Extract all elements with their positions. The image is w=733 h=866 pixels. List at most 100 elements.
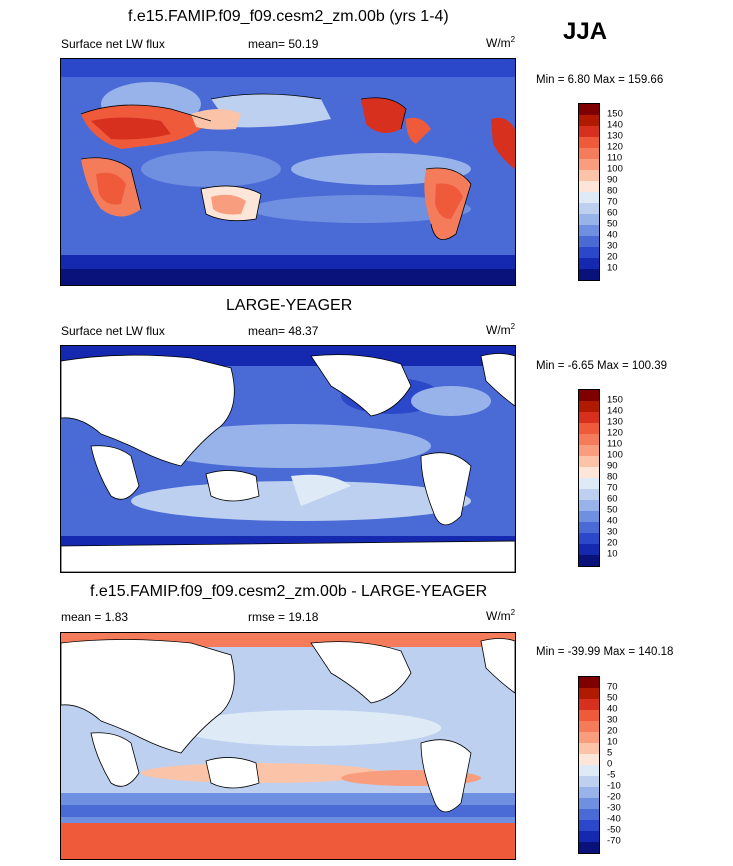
colorbar-swatch — [579, 522, 599, 533]
colorbar-tick-label: 10 — [607, 736, 618, 748]
colorbar-swatch — [579, 269, 599, 280]
colorbar-swatch — [579, 115, 599, 126]
colorbar-tick-label: 40 — [607, 515, 618, 527]
panel-2-minmax: Min = -6.65 Max = 100.39 — [536, 360, 668, 372]
colorbar-swatch — [579, 765, 599, 776]
colorbar-swatch — [579, 798, 599, 809]
colorbar-swatch — [579, 214, 599, 225]
panel-3-units: W/m2 — [486, 608, 516, 623]
colorbar-tick-label: 5 — [607, 747, 613, 759]
colorbar-tick-label: 130 — [607, 130, 623, 142]
colorbar-swatch — [579, 842, 599, 853]
colorbar-swatch — [579, 203, 599, 214]
colorbar-tick-label: 70 — [607, 681, 618, 693]
colorbar-swatch — [579, 159, 599, 170]
colorbar-swatch — [579, 688, 599, 699]
colorbar-tick-label: 30 — [607, 714, 618, 726]
colorbar-swatch — [579, 732, 599, 743]
colorbar-swatch — [579, 236, 599, 247]
colorbar-tick-label: 140 — [607, 405, 623, 417]
colorbar-tick-label: -10 — [607, 780, 621, 792]
colorbar-tick-label: 0 — [607, 758, 613, 770]
colorbar-swatch — [579, 831, 599, 842]
colorbar-swatch — [579, 148, 599, 159]
colorbar-tick-label: 120 — [607, 427, 623, 439]
panel-3-minmax: Min = -39.99 Max = 140.18 — [536, 646, 674, 658]
panel-3-mean-label: mean = 1.83 — [61, 610, 129, 624]
colorbar-swatch — [579, 555, 599, 566]
colorbar-swatch — [579, 776, 599, 787]
colorbar-swatch — [579, 743, 599, 754]
colorbar-tick-label: 20 — [607, 537, 618, 549]
colorbar-tick-label: 150 — [607, 108, 623, 120]
colorbar-box — [578, 676, 600, 854]
colorbar-tick-label: 130 — [607, 416, 623, 428]
colorbar-swatch — [579, 710, 599, 721]
colorbar-tick-label: 150 — [607, 394, 623, 406]
colorbar-tick-label: -20 — [607, 791, 621, 803]
colorbar-tick-label: 70 — [607, 196, 618, 208]
panel-3-rmse-label: rmse = 19.18 — [248, 610, 319, 624]
colorbar-tick-label: -70 — [607, 835, 621, 847]
colorbar-swatch — [579, 544, 599, 555]
colorbar-tick-label: 60 — [607, 207, 618, 219]
colorbar-tick-label: 10 — [607, 262, 618, 274]
colorbar-tick-label: 20 — [607, 251, 618, 263]
colorbar-tick-label: 50 — [607, 504, 618, 516]
colorbar-tick-label: 10 — [607, 548, 618, 560]
colorbar-swatch — [579, 721, 599, 732]
colorbar-tick-label: -50 — [607, 824, 621, 836]
colorbar-tick-label: 40 — [607, 703, 618, 715]
colorbar-tick-label: 30 — [607, 526, 618, 538]
panel-2-units: W/m2 — [486, 322, 516, 337]
colorbar-swatch — [579, 478, 599, 489]
colorbar-tick-label: 70 — [607, 482, 618, 494]
colorbar-swatch — [579, 456, 599, 467]
colorbar-swatch — [579, 754, 599, 765]
colorbar-tick-label: 140 — [607, 119, 623, 131]
panel-1-mean-label: mean= 50.19 — [248, 37, 319, 51]
colorbar-swatch — [579, 787, 599, 798]
colorbar-swatch — [579, 170, 599, 181]
colorbar-tick-label: 50 — [607, 692, 618, 704]
colorbar-swatch — [579, 423, 599, 434]
colorbar-tick-label: 80 — [607, 471, 618, 483]
colorbar-swatch — [579, 412, 599, 423]
colorbar-tick-label: 90 — [607, 174, 618, 186]
colorbar-swatch — [579, 390, 599, 401]
colorbar-swatch — [579, 820, 599, 831]
colorbar-swatch — [579, 225, 599, 236]
colorbar-swatch — [579, 809, 599, 820]
colorbar-tick-label: 50 — [607, 218, 618, 230]
colorbar-swatch — [579, 445, 599, 456]
panel-1-variable-label: Surface net LW flux — [61, 37, 165, 51]
colorbar-tick-label: 90 — [607, 460, 618, 472]
season-label: JJA — [563, 18, 608, 45]
colorbar-tick-label: 30 — [607, 240, 618, 252]
colorbar-swatch — [579, 511, 599, 522]
colorbar-tick-label: 120 — [607, 141, 623, 153]
colorbar-box — [578, 103, 600, 281]
colorbar-tick-label: 20 — [607, 725, 618, 737]
colorbar-tick-label: 80 — [607, 185, 618, 197]
panel-3-title: f.e15.FAMIP.f09_f09.cesm2_zm.00b - LARGE… — [90, 583, 488, 600]
colorbar-swatch — [579, 489, 599, 500]
colorbar-swatch — [579, 181, 599, 192]
panel-2-title: LARGE-YEAGER — [226, 297, 353, 314]
colorbar-tick-label: 110 — [607, 152, 623, 164]
panel-1-title: f.e15.FAMIP.f09_f09.cesm2_zm.00b (yrs 1-… — [128, 8, 449, 25]
colorbar-tick-label: -5 — [607, 769, 616, 781]
colorbar-tick-label: 40 — [607, 229, 618, 241]
colorbar-swatch — [579, 434, 599, 445]
colorbar-box — [578, 389, 600, 567]
colorbar-tick-label: -40 — [607, 813, 621, 825]
colorbar-swatch — [579, 192, 599, 203]
colorbar-tick-label: 100 — [607, 163, 623, 175]
colorbar-tick-label: 110 — [607, 438, 623, 450]
colorbar-tick-label: 60 — [607, 493, 618, 505]
colorbar-swatch — [579, 126, 599, 137]
panel-2-mean-label: mean= 48.37 — [248, 324, 319, 338]
colorbar-swatch — [579, 500, 599, 511]
colorbar-swatch — [579, 137, 599, 148]
colorbar-swatch — [579, 533, 599, 544]
